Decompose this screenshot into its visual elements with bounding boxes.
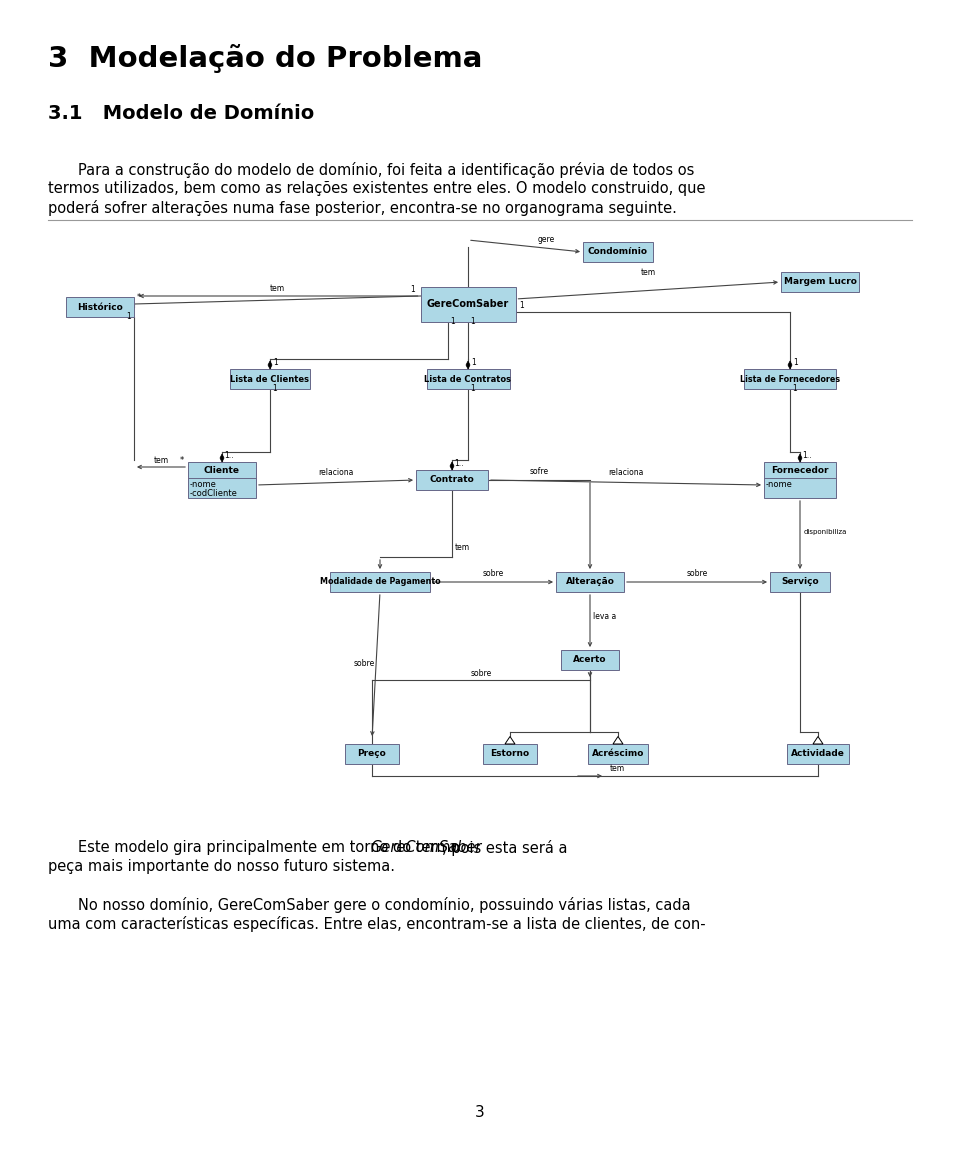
Bar	[483, 744, 537, 764]
Text: 1: 1	[127, 312, 131, 321]
Text: 1: 1	[470, 317, 475, 326]
Text: *: *	[137, 293, 141, 302]
Polygon shape	[268, 361, 272, 369]
Text: *: *	[180, 456, 184, 465]
Text: 1: 1	[792, 384, 797, 393]
Text: tem: tem	[640, 268, 656, 276]
Bar	[588, 744, 648, 764]
Bar	[188, 462, 256, 498]
Text: Alteração: Alteração	[565, 577, 614, 586]
Text: 3.1   Modelo de Domínio: 3.1 Modelo de Domínio	[48, 104, 314, 123]
Text: sobre: sobre	[353, 659, 375, 668]
Text: 1: 1	[470, 384, 475, 393]
Text: Contrato: Contrato	[430, 476, 474, 485]
Text: uma com características específicas. Entre elas, encontram-se a lista de cliente: uma com características específicas. Ent…	[48, 916, 706, 932]
Polygon shape	[466, 361, 470, 369]
Text: sobre: sobre	[470, 669, 492, 679]
Text: 1: 1	[471, 358, 476, 367]
Text: Lista de Clientes: Lista de Clientes	[230, 374, 309, 384]
Text: , pois esta será a: , pois esta será a	[443, 840, 568, 856]
Text: Este modelo gira principalmente em torno do termo: Este modelo gira principalmente em torno…	[78, 840, 464, 855]
Bar	[230, 369, 310, 389]
Bar	[556, 573, 624, 592]
Bar	[561, 650, 619, 670]
Text: 1..: 1..	[224, 450, 233, 460]
Text: tem: tem	[154, 456, 169, 465]
Text: peça mais importante do nosso futuro sistema.: peça mais importante do nosso futuro sis…	[48, 859, 395, 874]
Text: -nome: -nome	[766, 480, 793, 490]
Text: -nome: -nome	[190, 480, 217, 490]
Text: Actividade: Actividade	[791, 750, 845, 758]
Polygon shape	[220, 454, 224, 462]
Text: relaciona: relaciona	[609, 468, 644, 477]
Bar	[345, 744, 399, 764]
Text: Cliente: Cliente	[204, 465, 240, 475]
Bar	[744, 369, 836, 389]
Polygon shape	[813, 736, 823, 744]
Text: 3  Modelação do Problema: 3 Modelação do Problema	[48, 44, 482, 73]
Text: leva a: leva a	[593, 612, 616, 621]
Text: relaciona: relaciona	[319, 468, 353, 477]
Text: 1: 1	[272, 384, 276, 393]
Bar	[583, 242, 653, 262]
Text: tem: tem	[610, 764, 625, 773]
Text: GereComSaber: GereComSaber	[427, 300, 509, 309]
Text: 1: 1	[793, 358, 798, 367]
Text: Acerto: Acerto	[573, 655, 607, 665]
Text: 1: 1	[519, 301, 524, 310]
Text: termos utilizados, bem como as relações existentes entre eles. O modelo construi: termos utilizados, bem como as relações …	[48, 181, 706, 196]
Text: Margem Lucro: Margem Lucro	[783, 278, 856, 287]
Polygon shape	[788, 361, 792, 369]
Text: tem: tem	[455, 543, 470, 552]
Bar	[330, 573, 430, 592]
Text: Condomínio: Condomínio	[588, 248, 648, 257]
Bar	[426, 369, 510, 389]
Text: Para a construção do modelo de domínio, foi feita a identificação prévia de todo: Para a construção do modelo de domínio, …	[78, 162, 694, 179]
Text: Estorno: Estorno	[491, 750, 530, 758]
Text: 1: 1	[410, 285, 415, 294]
Bar	[420, 287, 516, 321]
Text: No nosso domínio, GereComSaber gere o condomínio, possuindo várias listas, cada: No nosso domínio, GereComSaber gere o co…	[78, 897, 690, 914]
Text: 1..: 1..	[454, 458, 464, 468]
Text: 1: 1	[273, 358, 277, 367]
Text: sofre: sofre	[529, 467, 548, 476]
Text: Histórico: Histórico	[77, 303, 123, 311]
Bar	[781, 272, 859, 291]
Text: GereComSaber: GereComSaber	[371, 840, 482, 855]
Text: poderá sofrer alterações numa fase posterior, encontra-se no organograma seguint: poderá sofrer alterações numa fase poste…	[48, 200, 677, 217]
Text: sobre: sobre	[686, 569, 708, 578]
Bar	[764, 462, 836, 498]
Text: 1..: 1..	[802, 450, 811, 460]
Text: disponibiliza: disponibiliza	[804, 529, 848, 535]
Bar	[770, 573, 830, 592]
Text: -codCliente: -codCliente	[190, 490, 238, 498]
Text: Lista de Contratos: Lista de Contratos	[424, 374, 512, 384]
Text: Modalidade de Pagamento: Modalidade de Pagamento	[320, 577, 441, 586]
Bar	[416, 470, 488, 490]
Polygon shape	[450, 462, 454, 470]
Bar	[66, 297, 134, 317]
Text: 1: 1	[450, 317, 455, 326]
Text: Lista de Fornecedores: Lista de Fornecedores	[740, 374, 840, 384]
Text: Fornecedor: Fornecedor	[771, 465, 828, 475]
Bar	[787, 744, 849, 764]
Text: gere: gere	[538, 235, 555, 244]
Text: Acréscimo: Acréscimo	[591, 750, 644, 758]
Text: Preço: Preço	[358, 750, 386, 758]
Polygon shape	[613, 736, 623, 744]
Text: tem: tem	[270, 285, 285, 293]
Polygon shape	[505, 736, 515, 744]
Text: Serviço: Serviço	[781, 577, 819, 586]
Text: 3: 3	[475, 1105, 485, 1120]
Text: sobre: sobre	[482, 569, 504, 578]
Polygon shape	[798, 454, 802, 462]
